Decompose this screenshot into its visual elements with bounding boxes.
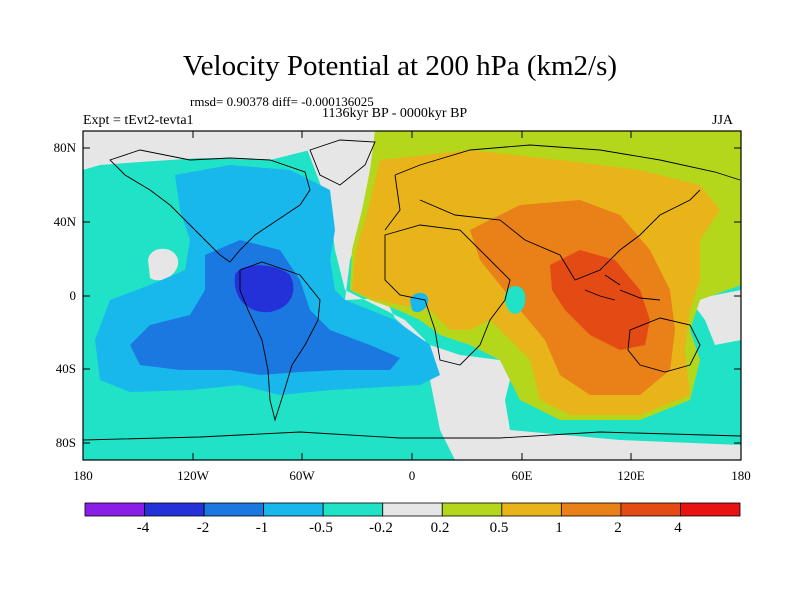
colorbar-swatch [620,502,681,517]
lat-label-80s: 80S [55,435,76,450]
lon-label-120e: 120E [617,468,645,483]
colorbar [84,502,741,517]
colorbar-swatch [84,502,145,517]
colorbar-swatch [501,502,562,517]
colorbar-label: 0.5 [489,520,509,536]
contour-neutral-north-atlantic [300,131,741,460]
lon-label-0: 0 [408,468,416,483]
period-label: 1136kyr BP - 0000kyr BP [322,106,468,121]
lon-label-60e: 60E [511,468,533,483]
contour-neutral-east-pacific-band [690,290,741,345]
colorbar-label: -1 [255,520,269,536]
map-title: Velocity Potential at 200 hPa (km2/s) [182,50,618,82]
coastline-south-america [239,261,321,422]
colorbar-swatch [144,502,205,517]
colorbar-swatch [263,502,324,517]
colorbar-swatch [203,502,265,517]
colorbar-label: -2 [196,520,210,536]
contour-positive-2 [550,250,650,350]
coastline-australia [627,317,701,373]
coastline-africa [384,224,511,366]
colorbar-label: 4 [674,520,682,536]
coastline-eurasia [384,144,741,281]
contour-neutral-pacific-spot [148,248,179,281]
stats-line: rmsd= 0.90378 diff= -0.000136025 [190,94,374,109]
coastline-antarctica [83,431,741,441]
lon-label-180e: 180 [731,468,751,483]
lon-label-180w: 180 [73,468,93,483]
colorbar-label: 1 [555,520,563,536]
lat-label-0: 0 [69,288,77,303]
longitude-ticks [192,131,632,460]
coastline-maritime-continent [584,274,661,301]
colorbar-swatch [322,502,384,517]
contour-spot-red-sea [504,286,526,314]
latitude-ticks [83,147,741,444]
colorbar-swatch [382,502,443,517]
experiment-label: Expt = tEvt2-tevta1 [83,113,194,128]
coastline-north-america [109,149,311,263]
colorbar-swatch [680,502,741,517]
lon-label-120w: 120W [177,468,209,483]
colorbar-label: -0.2 [369,520,393,536]
lat-label-80n: 80N [53,140,76,155]
season-label: JJA [712,113,734,128]
colorbar-label: -0.5 [309,520,333,536]
lon-label-60w: 60W [289,468,315,483]
contour-negative-2 [234,265,294,313]
colorbar-label: 0.2 [430,520,450,536]
coastlines [83,139,741,441]
colorbar-swatch [560,502,622,517]
colorbar-swatch [441,502,503,517]
coastline-greenland [309,139,376,186]
colorbar-label: -4 [136,520,150,536]
lat-label-40s: 40S [55,361,76,376]
colorbar-label: 2 [614,520,622,536]
lat-label-40n: 40N [53,214,76,229]
contour-neutral-arctic [83,131,310,170]
